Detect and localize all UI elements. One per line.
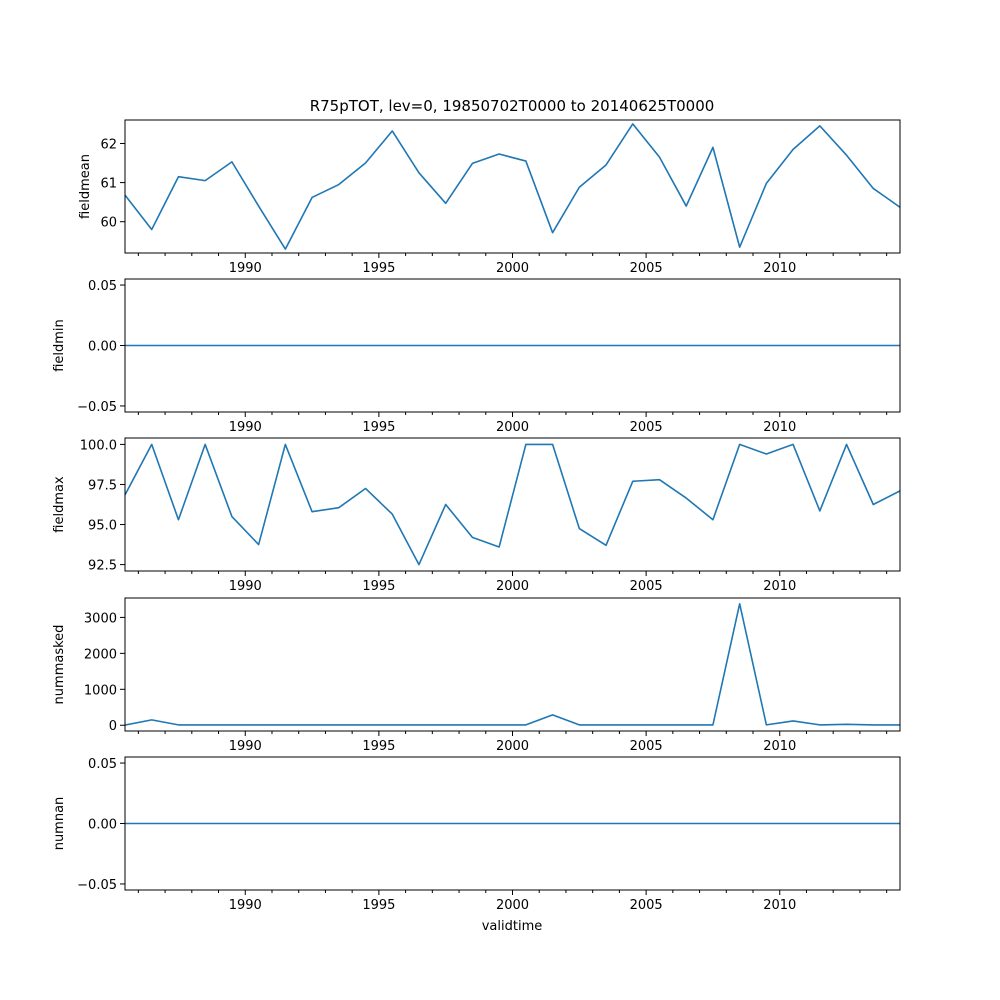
x-tick-label: 1990 [229,739,262,754]
x-tick-label: 1990 [229,420,262,435]
panel-fieldmax: 92.5 95.0 97.5 100.0 1990 1995 2000 2005 2010 fie… [52,437,901,594]
x-tick-label: 2000 [496,898,529,913]
x-tick-label: 2000 [496,579,529,594]
x-tick-label: 2000 [496,261,529,276]
y-tick-label: 61 [100,177,117,192]
x-tick-label: 2005 [630,420,663,435]
y-axis-label-nummasked: nummasked [52,625,67,705]
y-axis-label-fieldmin: fieldmin [52,319,67,372]
x-tick-label: 1995 [362,420,395,435]
x-tick-label: 1990 [229,898,262,913]
y-tick-label: 0.05 [88,757,117,772]
x-tick-label: 1995 [362,898,395,913]
x-tick-label: 1995 [362,739,395,754]
x-tick-label: 2010 [763,898,796,913]
y-tick-label: 92.5 [88,559,117,574]
y-tick-label: 3000 [84,611,117,626]
y-tick-label: 100.0 [80,438,117,453]
x-axis-label: validtime [482,919,543,934]
x-tick-label: 2005 [630,739,663,754]
panel-fieldmin: −0.05 0.00 0.05 1990 1995 2000 2005 2010 fieldmi… [52,278,901,435]
panels-group: 60 61 62 1990 1995 2000 2005 2010 fieldmean −0.05… [52,119,901,913]
x-tick-label: 2000 [496,739,529,754]
y-tick-label: 62 [100,137,117,152]
x-tick-label: 1995 [362,261,395,276]
y-axis-label-fieldmax: fieldmax [52,476,67,533]
y-tick-label: 95.0 [88,519,117,534]
chart-title: R75pTOT, lev=0, 19850702T0000 to 2014062… [310,97,715,115]
y-tick-label: 0 [109,719,117,734]
y-axis-label-fieldmean: fieldmean [78,154,93,219]
y-tick-label: 60 [100,216,117,231]
panel-fieldmean: 60 61 62 1990 1995 2000 2005 2010 fieldmean [78,119,901,276]
x-tick-label: 2010 [763,579,796,594]
y-tick-label: −0.05 [77,400,117,415]
panel-nummasked: 0 1000 2000 3000 1990 1995 2000 2005 2010 nummask… [52,597,901,754]
x-tick-label: 2010 [763,261,796,276]
y-tick-label: 1000 [84,683,117,698]
y-tick-label: 2000 [84,647,117,662]
x-tick-label: 2010 [763,420,796,435]
x-tick-label: 2010 [763,739,796,754]
x-tick-label: 2005 [630,261,663,276]
x-tick-label: 1990 [229,261,262,276]
y-tick-label: −0.05 [77,878,117,893]
panel-numnan: −0.05 0.00 0.05 1990 1995 2000 2005 2010 numnan [52,756,901,913]
x-tick-label: 2005 [630,898,663,913]
x-tick-label: 2005 [630,579,663,594]
series-line-fieldmax [124,443,901,566]
x-tick-label: 1990 [229,579,262,594]
y-tick-label: 0.00 [88,818,117,833]
x-tick-label: 2000 [496,420,529,435]
y-tick-label: 0.00 [88,340,117,355]
x-tick-label: 1995 [362,579,395,594]
y-tick-label: 97.5 [88,478,117,493]
y-tick-label: 0.05 [88,279,117,294]
y-axis-label-numnan: numnan [52,797,67,851]
series-line-nummasked [124,602,900,726]
series-line-fieldmean [124,123,901,250]
